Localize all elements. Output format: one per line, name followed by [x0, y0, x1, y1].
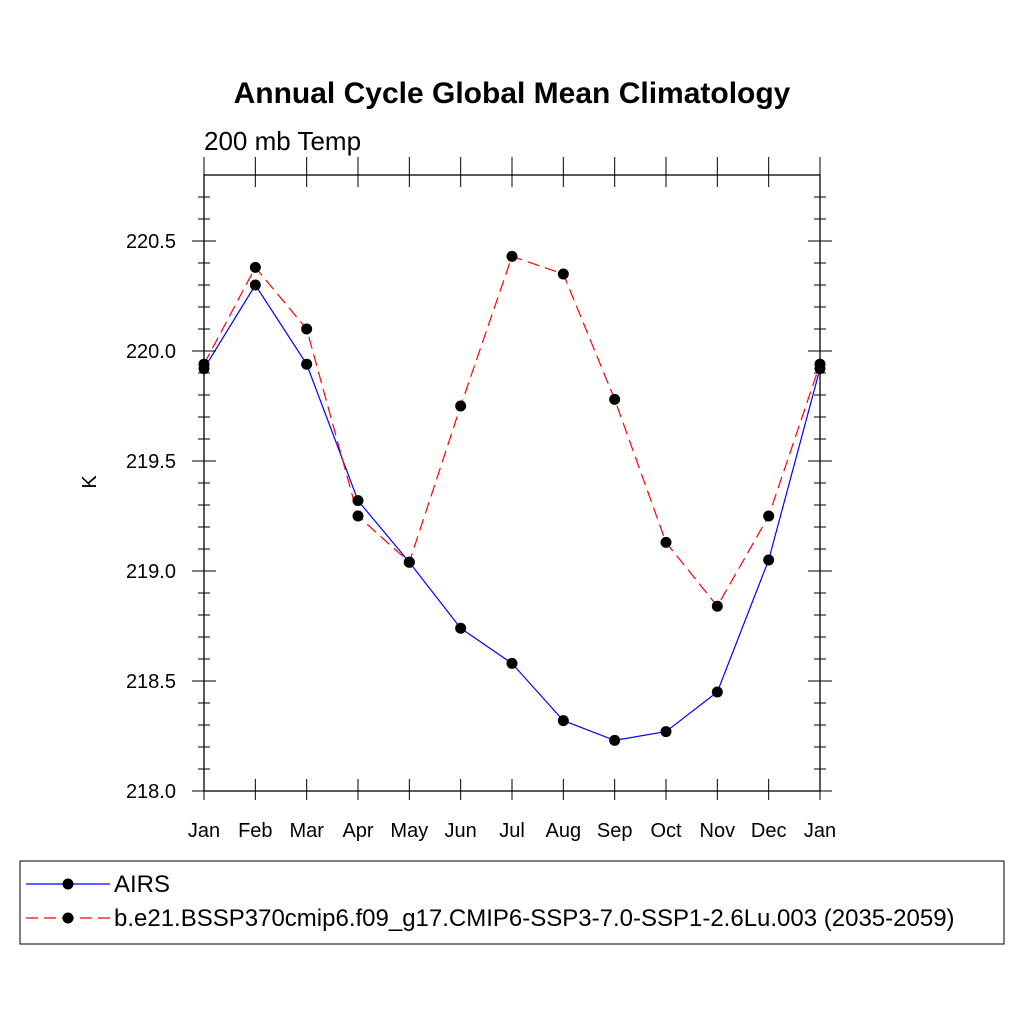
legend-label-2: b.e21.BSSP370cmip6.f09_g17.CMIP6-SSP3-7.…	[114, 905, 955, 932]
data-point-series-1	[249, 279, 261, 291]
x-tick-label: Dec	[751, 820, 787, 842]
data-point-series-1	[557, 715, 569, 727]
data-point-series-1	[660, 726, 672, 738]
legend-marker-2	[62, 912, 74, 924]
y-tick-label: 218.5	[126, 671, 176, 693]
x-tick-label: Sep	[597, 820, 633, 842]
data-point-series-1	[352, 495, 364, 507]
data-point-series-2	[403, 556, 415, 568]
data-point-series-1	[455, 622, 467, 634]
plot-frame	[203, 174, 821, 792]
data-point-series-1	[506, 657, 518, 669]
data-point-series-2	[557, 268, 569, 280]
x-tick-label: Mar	[289, 820, 324, 842]
x-tick-label: Feb	[238, 820, 272, 842]
data-point-series-1	[763, 554, 775, 566]
x-tick-label: Aug	[546, 820, 582, 842]
x-tick-label: May	[390, 820, 428, 842]
data-point-series-2	[506, 250, 518, 262]
axis-ticks: Jan Feb Mar Apr May Jun Jul Aug Sep Oct Nov Dec Jan 2…	[126, 157, 836, 842]
legend-marker-1	[62, 878, 74, 890]
data-point-series-2	[660, 536, 672, 548]
data-point-series-2	[814, 358, 826, 370]
data-point-series-2	[763, 510, 775, 522]
x-tick-label: Jun	[445, 820, 477, 842]
legend-label-1: AIRS	[114, 871, 170, 898]
series-line-1	[203, 283, 821, 742]
y-tick-label: 220.0	[126, 341, 176, 363]
chart-subtitle: 200 mb Temp	[204, 126, 361, 156]
data-point-series-2	[301, 323, 313, 335]
chart-title: Annual Cycle Global Mean Climatology	[234, 77, 791, 110]
series-line-2	[203, 255, 821, 608]
data-point-series-2	[609, 393, 621, 405]
x-tick-label: Jan	[804, 820, 836, 842]
data-point-series-2	[455, 400, 467, 412]
x-tick-label: Jul	[499, 820, 525, 842]
data-point-series-2	[352, 510, 364, 522]
y-tick-label: 220.5	[126, 231, 176, 253]
series-layer	[198, 250, 826, 746]
x-tick-label: Jan	[188, 820, 220, 842]
data-point-series-2	[711, 600, 723, 612]
y-tick-label: 218.0	[126, 781, 176, 803]
x-tick-label: Oct	[650, 820, 682, 842]
y-tick-label: 219.5	[126, 451, 176, 473]
data-point-series-1	[609, 734, 621, 746]
data-point-series-2	[249, 261, 261, 273]
data-point-series-2	[198, 358, 210, 370]
x-tick-label: Nov	[700, 820, 736, 842]
legend: AIRS b.e21.BSSP370cmip6.f09_g17.CMIP6-SSP…	[26, 871, 955, 932]
y-tick-label: 219.0	[126, 561, 176, 583]
y-axis-label: K	[79, 475, 101, 489]
data-point-series-1	[301, 358, 313, 370]
x-tick-label: Apr	[342, 820, 373, 842]
data-point-series-1	[711, 686, 723, 698]
legend-box	[19, 860, 1005, 945]
